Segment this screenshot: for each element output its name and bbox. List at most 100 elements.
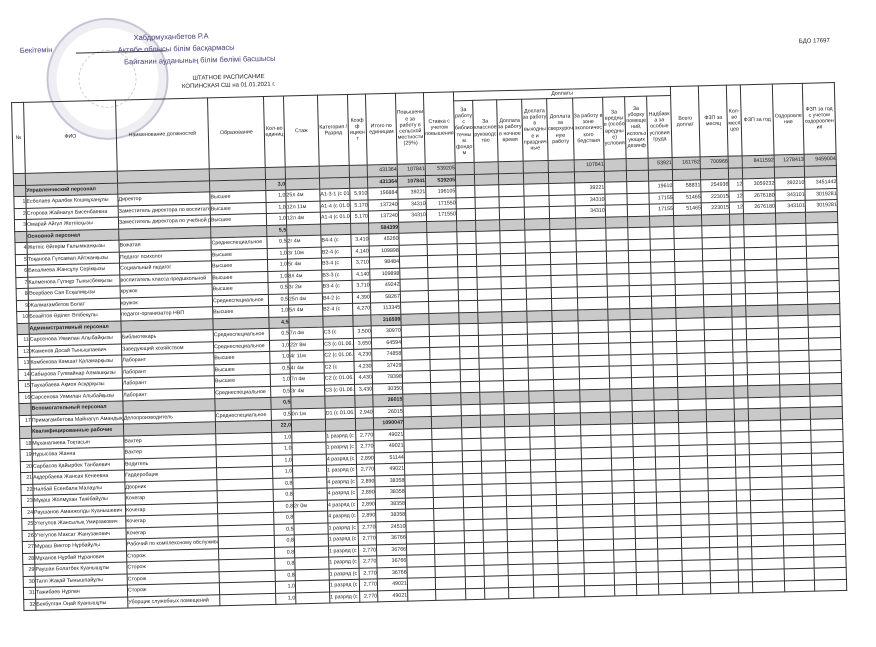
cell-d8 xyxy=(635,526,658,539)
cell-fzp_year xyxy=(747,373,780,386)
cell-no: 21 xyxy=(20,472,33,485)
cell-d9 xyxy=(656,502,681,515)
cell-stazh: 4г 11м xyxy=(289,350,324,363)
cell-d8 xyxy=(635,537,658,550)
cell-d5 xyxy=(555,447,582,460)
cell-d2 xyxy=(482,495,507,508)
cell-months xyxy=(730,236,745,249)
cell-total: 316599 xyxy=(370,313,402,326)
cell-units: 22,0 xyxy=(271,419,292,432)
col-d5: Доплата за сверхурочную работу xyxy=(546,97,575,161)
cell-units: 1,0 xyxy=(269,339,290,352)
cell-d6 xyxy=(581,458,612,471)
cell-d6 xyxy=(581,446,612,459)
cell-units: 1,0 xyxy=(266,212,287,225)
cell-fzp_year xyxy=(743,212,776,225)
cell-d2 xyxy=(483,552,508,565)
cell-health xyxy=(779,361,810,374)
cell-fzp_health xyxy=(814,567,847,580)
cell-months xyxy=(736,500,751,513)
cell-d1 xyxy=(458,288,478,301)
cell-no: 15 xyxy=(18,380,31,393)
cell-category: В4-2 (с xyxy=(322,291,353,305)
cell-d5 xyxy=(550,240,577,253)
cell-units: 0,5 xyxy=(268,281,289,294)
col-category: Категория / Разряд xyxy=(317,94,350,167)
cell-rate xyxy=(433,507,464,520)
cell-stazh: 3г 2м xyxy=(288,281,323,294)
cell-d7 xyxy=(610,411,633,424)
cell-d9 xyxy=(653,398,679,412)
cell-stazh xyxy=(291,442,327,455)
cell-d3 xyxy=(502,345,528,358)
cell-d1 xyxy=(456,231,477,244)
cell-health: 392210 xyxy=(774,177,806,190)
cell-d5 xyxy=(552,332,579,345)
cell-category: 1 разряд (с xyxy=(327,521,359,535)
cell-fzp_month: 223015 xyxy=(701,202,730,215)
col-fio: ФИО xyxy=(23,100,118,174)
cell-rural: 39221 xyxy=(397,186,427,199)
cell-d4 xyxy=(525,241,551,254)
cell-d2 xyxy=(479,380,504,393)
cell-fzp_health xyxy=(805,222,839,235)
cell-d5 xyxy=(551,286,578,299)
cell-coef: 2,940 xyxy=(355,406,374,419)
cell-category: В3-4 (с xyxy=(322,280,353,293)
cell-d3 xyxy=(503,379,529,392)
cell-months xyxy=(738,581,753,594)
cell-all_dop xyxy=(676,317,705,330)
cell-d5 xyxy=(550,251,577,265)
cell-no: 6 xyxy=(15,265,28,278)
cell-coef: 2,890 xyxy=(357,486,376,499)
cell-d7 xyxy=(614,584,637,597)
cell-coef xyxy=(349,164,368,177)
cell-health xyxy=(781,453,812,466)
cell-fzp_health xyxy=(811,440,844,454)
cell-months xyxy=(732,339,747,352)
cell-all_dop xyxy=(681,547,711,560)
cell-fzp_health xyxy=(809,383,843,396)
cell-d1 xyxy=(460,369,480,382)
cell-fzp_month xyxy=(702,248,731,261)
cell-d2 xyxy=(476,265,501,278)
cell-d6 xyxy=(575,216,606,229)
cell-rural xyxy=(407,577,436,590)
cell-rural: 34310 xyxy=(398,209,427,222)
cell-all_dop xyxy=(676,329,705,342)
cell-no: 18 xyxy=(19,437,33,450)
cell-coef: 4,270 xyxy=(352,302,371,315)
cell-d1 xyxy=(457,254,477,267)
cell-fzp_month xyxy=(706,420,735,433)
cell-d5 xyxy=(556,504,583,517)
cell-education: Среднеспециальное xyxy=(210,236,268,250)
cell-stazh: 0л 1м xyxy=(291,407,326,420)
cell-health xyxy=(779,372,810,385)
cell-d7 xyxy=(607,296,630,309)
cell-d3 xyxy=(500,253,526,266)
cell-d5 xyxy=(553,378,580,391)
cell-d5 xyxy=(558,573,585,586)
cell-d7 xyxy=(604,170,627,183)
cell-d9: 53921 xyxy=(648,157,673,170)
cell-d1 xyxy=(456,219,476,232)
cell-total: 38358 xyxy=(375,486,406,499)
cell-category: 1 разряд (с xyxy=(328,533,359,546)
cell-d5 xyxy=(550,263,577,276)
cell-fzp_month: 223015 xyxy=(701,190,730,203)
cell-rural xyxy=(404,450,433,464)
cell-health xyxy=(782,487,813,500)
col-d3: Доплата за работу в ночное время xyxy=(496,99,524,162)
cell-health xyxy=(784,556,815,569)
cell-coef: 3,710 xyxy=(351,279,371,292)
cell-months xyxy=(731,293,746,306)
cell-fzp_health xyxy=(806,257,839,270)
cell-d1 xyxy=(464,541,484,554)
cell-d8 xyxy=(630,353,654,366)
cell-d2 xyxy=(484,587,509,600)
cell-d8 xyxy=(626,192,650,205)
cell-months xyxy=(735,443,750,456)
cell-d4 xyxy=(533,585,559,599)
cell-d5 xyxy=(548,159,575,173)
cell-stazh: 2г 4м xyxy=(286,235,322,248)
